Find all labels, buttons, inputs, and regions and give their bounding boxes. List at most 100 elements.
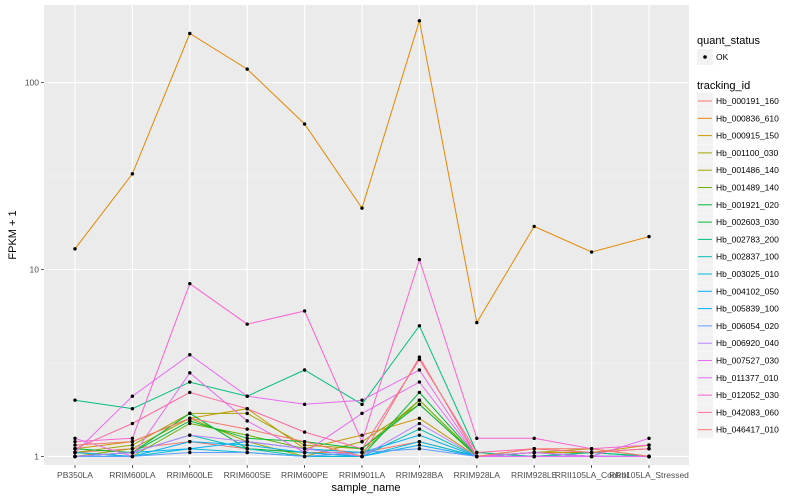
x-tick-label: RRIM600LA [109,470,156,480]
legend-shape-title: quant_status [697,35,760,47]
legend-series-label: Hb_002603_030 [716,217,779,227]
data-point [417,257,422,262]
data-point [130,421,135,426]
data-point [417,421,422,426]
data-point [73,439,77,444]
data-point [417,402,422,407]
data-point [302,450,307,455]
data-point [130,394,135,398]
data-point [417,390,422,395]
data-point [73,447,77,451]
x-tick-label: RRII105LA_Stressed [609,470,689,480]
data-point [302,439,307,444]
data-point [245,450,249,455]
data-point [360,447,364,451]
data-point [532,447,536,451]
data-point [532,454,536,459]
data-point [302,122,307,126]
x-tick-label: RRII105LA_Control [555,470,629,480]
x-tick-label: RRIM600LE [167,470,214,480]
data-point [417,324,422,328]
data-point [130,454,135,459]
data-point [532,450,536,455]
data-point [360,206,364,210]
data-point [245,433,249,437]
data-point [302,447,307,451]
data-point [360,450,364,455]
x-tick-label: RRIM928BA [396,470,444,480]
data-point [245,322,249,326]
data-point [417,355,422,359]
data-point [532,436,536,441]
data-point [360,411,364,416]
legend-series-label: Hb_001486_140 [716,165,779,175]
legend-tracking-id: tracking_id Hb_000191_160 Hb_000836_610 Hb… [697,80,779,439]
data-point [589,454,594,459]
data-point [302,454,307,459]
data-point [188,447,192,451]
data-point [188,419,192,423]
data-point [417,19,422,23]
plot-background [44,5,689,465]
data-point [360,402,364,407]
data-point [245,436,249,441]
legend-series-label: Hb_012052_030 [716,390,779,400]
data-point [130,443,135,447]
x-tick-label: RRIM600SE [224,470,272,480]
data-point [188,353,192,357]
y-axis-title: FPKM + 1 [7,210,19,259]
data-points [73,19,651,459]
data-point [130,450,135,455]
data-point [360,433,364,437]
data-point [188,416,192,420]
legend-series-label: Hb_002783_200 [716,234,779,244]
data-point [188,433,192,437]
legend-series-label: Hb_006054_020 [716,321,779,331]
legend-series-label: Hb_006920_040 [716,338,779,348]
data-point [647,443,651,447]
legend-series-label: Hb_000915_150 [716,131,779,141]
data-point [302,443,307,447]
data-point [188,281,192,286]
data-point [302,402,307,407]
data-point [302,309,307,313]
data-point [589,450,594,455]
data-point [73,247,77,251]
data-point [130,436,135,441]
data-point [302,368,307,372]
legend-series-label: Hb_046417_010 [716,425,779,435]
y-tick-label: 1 [34,451,39,461]
data-point [417,398,422,402]
data-point [130,447,135,451]
data-point [73,450,77,455]
data-point [73,454,77,459]
data-point [417,357,422,362]
legend-series-label: Hb_000191_160 [716,96,779,106]
legend-series-label: Hb_001921_020 [716,200,779,210]
data-point [245,407,249,411]
legend-quant-status: quant_status OK [697,35,760,65]
data-point [188,380,192,384]
data-point [73,443,77,447]
x-tick-label: PB350LA [57,470,93,480]
data-point [647,454,651,459]
legend-series-label: Hb_005839_100 [716,304,779,314]
legend-series-label: Hb_042083_060 [716,407,779,417]
data-point [245,419,249,423]
data-point [417,368,422,372]
data-point [647,234,651,239]
y-axis: 1 10 100 [25,78,44,461]
legend-point-key [703,55,707,59]
data-point [589,250,594,254]
x-axis: PB350LA RRIM600LA RRIM600LE RRIM600SE RRIM60… [57,465,689,480]
data-point [188,450,192,455]
data-point [245,411,249,416]
legend-series-label: Hb_002837_100 [716,252,779,262]
legend-series-label: Hb_001100_030 [716,148,779,158]
data-point [475,454,479,459]
x-tick-label: RRIM928LE [511,470,558,480]
data-point [130,439,135,444]
legend-shape-label: OK [716,52,729,62]
legend-color-title: tracking_id [697,80,750,92]
